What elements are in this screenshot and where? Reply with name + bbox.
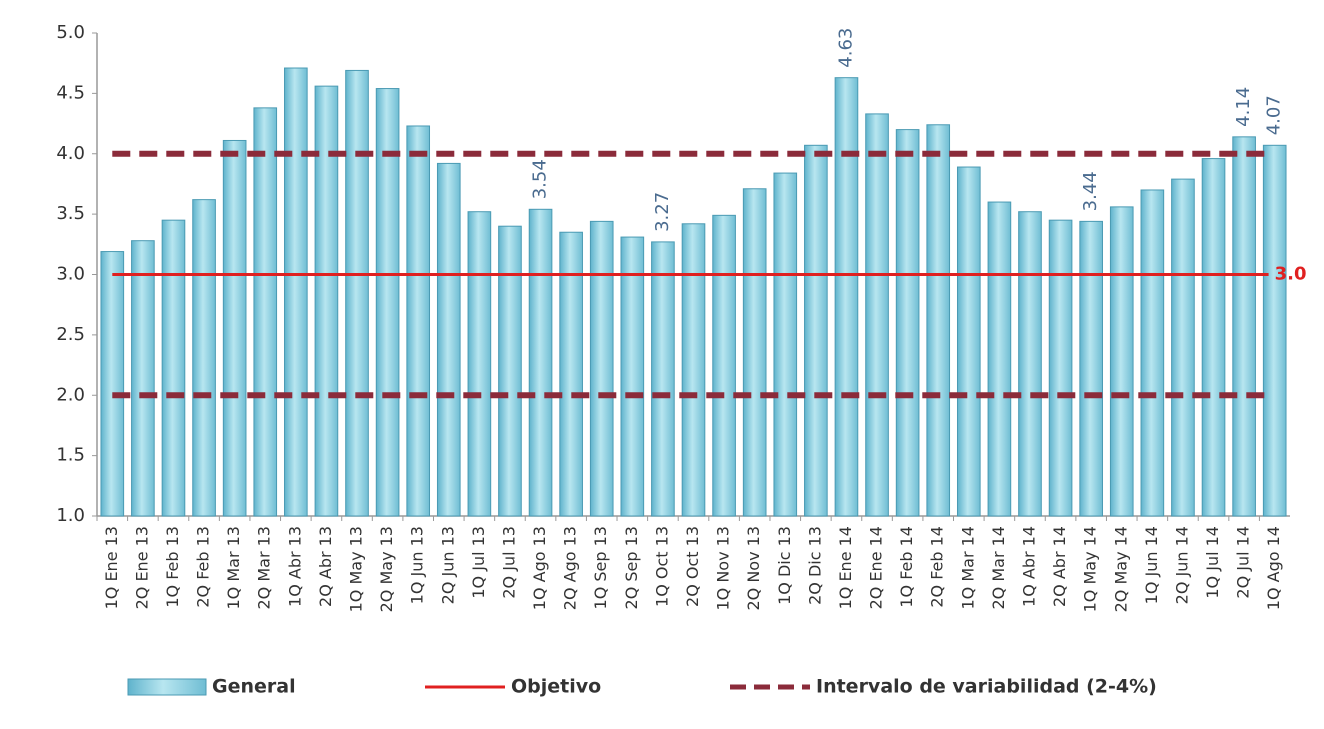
bar bbox=[559, 231, 583, 517]
bar bbox=[192, 199, 216, 517]
bar bbox=[1201, 158, 1226, 517]
bar bbox=[406, 125, 431, 517]
bar bbox=[1171, 178, 1195, 517]
x-tick-label: 2Q Jul 13 bbox=[499, 526, 518, 599]
y-tick-label: 5.0 bbox=[56, 22, 85, 43]
bar bbox=[926, 124, 951, 517]
value-label: 4.07 bbox=[1264, 95, 1285, 135]
x-tick-label: 1Q Jul 13 bbox=[469, 526, 488, 599]
x-tick-label: 2Q Feb 14 bbox=[928, 526, 947, 608]
x-tick-label: 1Q Sep 13 bbox=[591, 526, 610, 609]
y-tick-label: 3.5 bbox=[56, 203, 85, 224]
bar bbox=[222, 139, 247, 517]
x-tick-label: 1Q Feb 14 bbox=[897, 526, 916, 608]
y-tick-label: 2.5 bbox=[56, 324, 85, 345]
x-tick-label: 1Q May 14 bbox=[1081, 526, 1100, 612]
bar bbox=[712, 214, 736, 517]
bar bbox=[284, 67, 308, 517]
x-tick-label: 1Q Jun 14 bbox=[1142, 526, 1161, 604]
bar bbox=[528, 208, 553, 517]
legend-label: Objetivo bbox=[511, 676, 601, 698]
bar bbox=[1048, 219, 1073, 517]
x-tick-label: 2Q Ago 13 bbox=[561, 526, 580, 610]
x-tick-label: 2Q May 14 bbox=[1111, 526, 1130, 612]
x-tick-label: 1Q Nov 13 bbox=[714, 526, 733, 611]
bar bbox=[1079, 220, 1103, 517]
legend-swatch bbox=[127, 678, 207, 696]
value-label: 3.27 bbox=[652, 192, 673, 232]
bar bbox=[131, 240, 155, 517]
y-tick-label: 1.5 bbox=[56, 445, 85, 466]
value-label: 3.44 bbox=[1080, 171, 1101, 211]
x-tick-label: 1Q Oct 13 bbox=[652, 526, 671, 607]
bar bbox=[1018, 211, 1042, 517]
x-tick-label: 1Q May 13 bbox=[347, 526, 366, 612]
bar bbox=[895, 129, 920, 517]
bar bbox=[100, 251, 125, 517]
y-tick-label: 4.0 bbox=[56, 143, 85, 164]
x-tick-label: 1Q Jun 13 bbox=[408, 526, 427, 604]
x-tick-label: 1Q Ago 13 bbox=[530, 526, 549, 610]
x-tick-label: 2Q Ene 14 bbox=[867, 526, 886, 609]
x-tick-label: 2Q Dic 13 bbox=[805, 526, 824, 605]
bar bbox=[589, 220, 614, 517]
reference-label: 3.0 bbox=[1275, 264, 1307, 285]
x-tick-label: 1Q Mar 14 bbox=[958, 526, 977, 610]
x-tick-label: 1Q Abr 14 bbox=[1019, 526, 1038, 607]
bar bbox=[345, 69, 369, 517]
bar bbox=[987, 201, 1012, 517]
y-tick-label: 3.0 bbox=[56, 264, 85, 285]
x-tick-label: 1Q Dic 13 bbox=[775, 526, 794, 605]
bar bbox=[1262, 144, 1287, 517]
x-tick-label: 2Q Ene 13 bbox=[132, 526, 151, 609]
bar bbox=[498, 225, 522, 517]
bar bbox=[956, 166, 981, 517]
bar bbox=[865, 113, 889, 517]
x-tick-label: 1Q Abr 13 bbox=[285, 526, 304, 607]
value-label: 4.63 bbox=[835, 28, 856, 68]
x-tick-label: 1Q Jul 14 bbox=[1203, 526, 1222, 599]
bar bbox=[742, 188, 767, 517]
bar bbox=[467, 211, 492, 517]
bar bbox=[1140, 189, 1165, 517]
x-tick-label: 2Q May 13 bbox=[377, 526, 396, 612]
y-tick-label: 1.0 bbox=[56, 505, 85, 526]
bar bbox=[1109, 206, 1134, 517]
bar bbox=[620, 236, 645, 517]
bar bbox=[804, 144, 828, 517]
x-tick-label: 1Q Feb 13 bbox=[163, 526, 182, 608]
x-tick-label: 2Q Abr 13 bbox=[316, 526, 335, 607]
bar bbox=[681, 223, 706, 517]
y-tick-label: 4.5 bbox=[56, 82, 85, 103]
bar bbox=[651, 241, 675, 517]
bar bbox=[773, 172, 798, 517]
x-tick-label: 1Q Ene 14 bbox=[836, 526, 855, 609]
x-tick-label: 2Q Mar 13 bbox=[255, 526, 274, 610]
value-label: 3.54 bbox=[530, 159, 551, 199]
x-tick-label: 2Q Jun 13 bbox=[438, 526, 457, 604]
x-tick-label: 2Q Jun 14 bbox=[1172, 526, 1191, 604]
bar bbox=[834, 77, 859, 517]
bar bbox=[314, 85, 339, 517]
x-tick-label: 2Q Jul 14 bbox=[1234, 526, 1253, 599]
bar bbox=[375, 88, 400, 517]
bar bbox=[253, 107, 278, 517]
y-tick-label: 2.0 bbox=[56, 384, 85, 405]
x-tick-label: 2Q Feb 13 bbox=[194, 526, 213, 608]
x-tick-label: 1Q Mar 13 bbox=[224, 526, 243, 610]
x-tick-label: 1Q Ago 14 bbox=[1264, 526, 1283, 610]
bar bbox=[161, 219, 186, 517]
x-tick-label: 2Q Mar 14 bbox=[989, 526, 1008, 610]
x-tick-label: 1Q Ene 13 bbox=[102, 526, 121, 609]
bar bbox=[1232, 136, 1256, 517]
x-tick-label: 2Q Sep 13 bbox=[622, 526, 641, 609]
bar bbox=[436, 162, 461, 517]
x-tick-label: 2Q Nov 13 bbox=[744, 526, 763, 611]
value-label: 4.14 bbox=[1233, 87, 1254, 127]
x-tick-label: 2Q Abr 14 bbox=[1050, 526, 1069, 607]
legend-label: General bbox=[212, 676, 296, 698]
x-tick-label: 2Q Oct 13 bbox=[683, 526, 702, 607]
legend-label: Intervalo de variabilidad (2-4%) bbox=[816, 676, 1157, 698]
